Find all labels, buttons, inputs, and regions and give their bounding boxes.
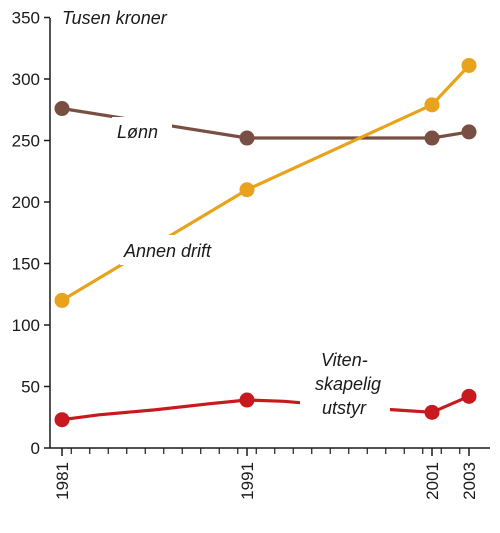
y-tick-label: 100: [12, 316, 40, 335]
series-label-viten-line: skapelig: [315, 374, 381, 394]
series-point-2: [54, 412, 70, 428]
y-tick-label: 350: [12, 9, 40, 28]
series-point-2: [239, 392, 255, 408]
series-line-2: [60, 394, 471, 422]
series-point-0: [239, 130, 255, 146]
x-tick-label: 1991: [238, 462, 257, 500]
x-tick-label: 1981: [53, 462, 72, 500]
series-line-1: [60, 63, 471, 302]
series-point-2: [424, 404, 440, 420]
series-label-bg: [112, 117, 172, 145]
series-point-0: [424, 130, 440, 146]
series-label-lonn: Lønn: [117, 122, 158, 142]
y-tick-label: 50: [21, 378, 40, 397]
x-tick-label: 2003: [460, 462, 479, 500]
series-label-bg: [120, 235, 224, 265]
series-label-annen-drift: Annen drift: [123, 241, 212, 261]
y-tick-label: 0: [31, 439, 40, 458]
series-point-1: [461, 57, 477, 73]
y-ticks: 0 50 100 150 200 250 300 350: [12, 9, 50, 458]
series-point-1: [239, 182, 255, 198]
x-tick-label: 2001: [423, 462, 442, 500]
series-point-0: [461, 124, 477, 140]
y-tick-label: 200: [12, 193, 40, 212]
y-unit-label: Tusen kroner: [62, 8, 168, 28]
y-tick-label: 300: [12, 70, 40, 89]
x-ticks: 1981 1991 2001 2003: [53, 448, 479, 500]
series-labels: Lønn Annen drift Viten-skapelig utstyr: [112, 117, 390, 426]
series-label-viten-line: utstyr: [322, 398, 367, 418]
series-layer: [54, 57, 477, 428]
series-label-viten-line: Viten-: [321, 350, 368, 370]
y-tick-label: 250: [12, 132, 40, 151]
series-point-2: [461, 388, 477, 404]
series-label-bg: [300, 340, 390, 426]
series-point-1: [54, 292, 70, 308]
series-point-0: [54, 101, 70, 117]
y-tick-label: 150: [12, 255, 40, 274]
series-point-1: [424, 97, 440, 113]
